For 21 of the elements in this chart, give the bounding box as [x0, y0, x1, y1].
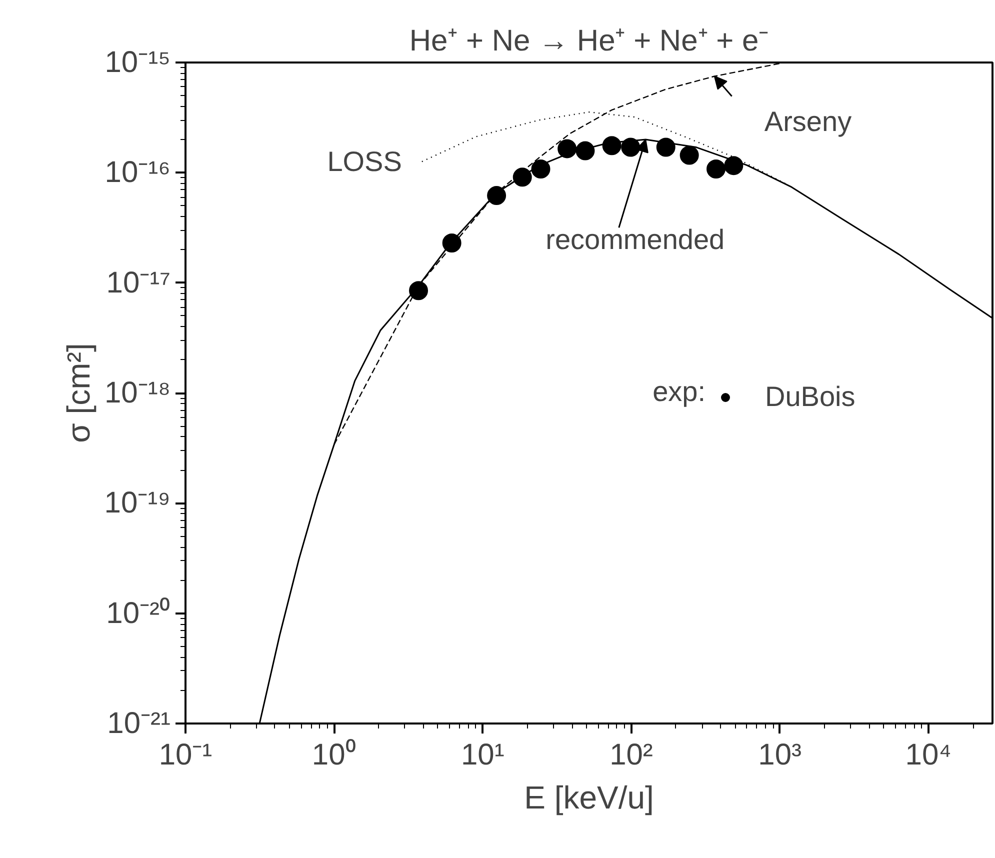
- y-tick-label: 10⁻¹⁹: [104, 486, 171, 520]
- y-tick-label: 10⁻¹⁶: [104, 156, 171, 190]
- x-tick-label: 10⁻¹: [158, 738, 212, 772]
- x-axis-title: E [keV/u]: [524, 780, 654, 816]
- chart-title: He⁺ + Ne → He⁺ + Ne⁺ + e⁻: [409, 24, 769, 58]
- legend-label: DuBois: [765, 381, 856, 413]
- y-tick-label: 10⁻¹⁸: [104, 376, 170, 410]
- x-tick-label: 10⁴: [905, 738, 952, 772]
- annotation: recommended: [546, 224, 725, 256]
- x-tick-label: 10⁰: [312, 738, 356, 772]
- y-axis-title: σ [cm²]: [60, 343, 96, 443]
- x-tick-label: 10²: [610, 738, 653, 772]
- y-tick-label: 10⁻¹⁵: [104, 46, 170, 79]
- x-tick-label: 10¹: [460, 738, 504, 772]
- y-tick-label: 10⁻¹⁷: [106, 266, 171, 300]
- annotation: Arseny: [764, 106, 852, 137]
- annotation: exp:: [652, 376, 706, 407]
- y-tick-label: 10⁻²¹: [107, 707, 171, 740]
- y-tick-label: 10⁻²⁰: [106, 596, 170, 630]
- x-tick-label: 10³: [758, 738, 802, 772]
- annotation: LOSS: [327, 146, 402, 178]
